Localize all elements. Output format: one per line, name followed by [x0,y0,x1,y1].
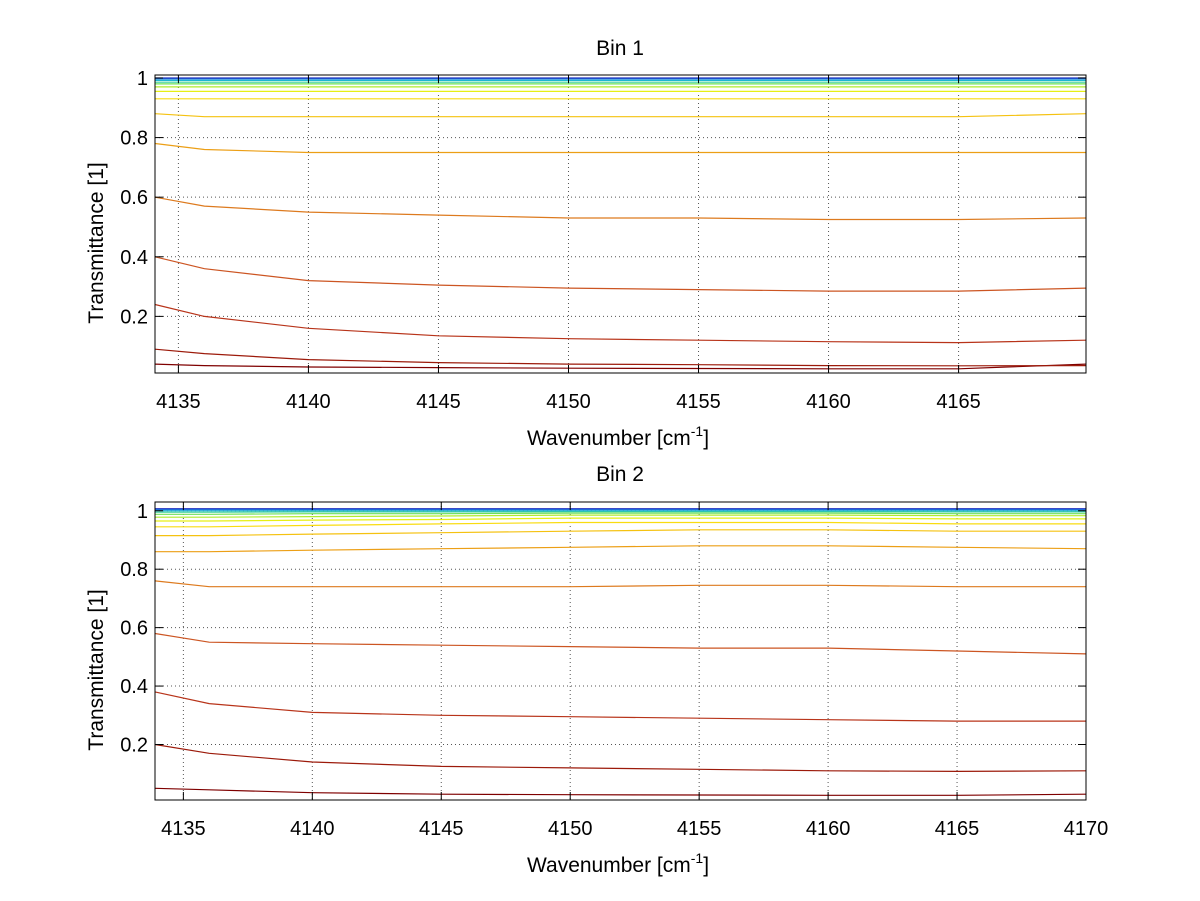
series-line-3 [154,691,1086,722]
series-line-7 [155,529,1086,537]
series-line-7 [154,113,1087,118]
plot-frame [154,74,1087,374]
series-lines [154,77,1087,370]
x-tick-label: 4140 [290,818,335,840]
x-axis-label: Wavenumber [cm-1] [527,850,709,877]
y-tick-label: 0.4 [120,247,148,269]
panel-title: Bin 1 [596,37,644,60]
series-line-8 [155,521,1086,528]
y-tick-label: 1 [137,68,148,90]
x-tick-label: 4165 [936,391,981,413]
x-tick-labels: 4135 4140 4145 4150 4155 4160 4165 4170 [161,818,1108,840]
series-line-5 [154,580,1086,588]
y-tick-label: 0.6 [120,187,148,209]
series-line-2 [154,348,1087,367]
x-tick-label: 4170 [1064,818,1109,840]
tick-marks [155,502,1087,800]
series-line-2 [154,743,1087,773]
x-tick-label: 4160 [806,391,851,413]
panel-bin-1: Bin 1 4135 4140 4145 4150 4155 4160 4165 0.20.… [85,37,1087,450]
series-line-3 [154,303,1087,344]
plot-frame [154,501,1087,801]
y-tick-label: 1 [137,501,148,523]
y-tick-label: 0.2 [120,734,148,756]
y-axis-label: Transmittance [1] [85,162,108,323]
series-line-9 [155,517,1086,522]
series-line-12 [155,511,1086,513]
series-line-5 [154,196,1087,221]
panel-title: Bin 2 [596,463,644,486]
x-tick-label: 4155 [677,818,722,840]
series-line-6 [154,142,1086,154]
gridlines [155,75,1086,373]
x-tick-label: 4140 [286,391,331,413]
series-line-11 [155,512,1086,515]
x-tick-label: 4145 [416,391,461,413]
x-tick-label: 4160 [806,818,851,840]
series-line-4 [154,632,1087,655]
y-tick-label: 0.6 [120,618,148,640]
y-tick-label: 0.8 [120,559,148,581]
x-tick-label: 4155 [676,391,721,413]
x-tick-label: 4135 [161,818,206,840]
x-axis-label: Wavenumber [cm-1] [527,423,709,450]
y-tick-label: 0.2 [120,306,148,328]
y-tick-label: 0.4 [120,676,148,698]
series-line-6 [155,545,1087,553]
x-tick-label: 4135 [156,391,201,413]
x-tick-label: 4145 [419,818,464,840]
y-tick-label: 0.8 [120,128,148,150]
x-tick-label: 4150 [546,391,591,413]
y-tick-labels: 0.2 0.4 0.6 0.8 1 [120,501,148,757]
x-tick-label: 4165 [935,818,980,840]
panel-bin-2: Bin 2 4135 4140 4145 4150 4155 4160 4165 4170 0… [85,463,1108,877]
series-line-4 [154,256,1087,292]
y-tick-labels: 0.2 0.4 0.6 0.8 1 [120,68,148,328]
x-tick-label: 4150 [548,818,593,840]
tick-marks [155,75,1086,373]
x-tick-labels: 4135 4140 4145 4150 4155 4160 4165 [156,391,981,413]
y-axis-label: Transmittance [1] [85,589,108,750]
series-line-10 [155,514,1086,518]
